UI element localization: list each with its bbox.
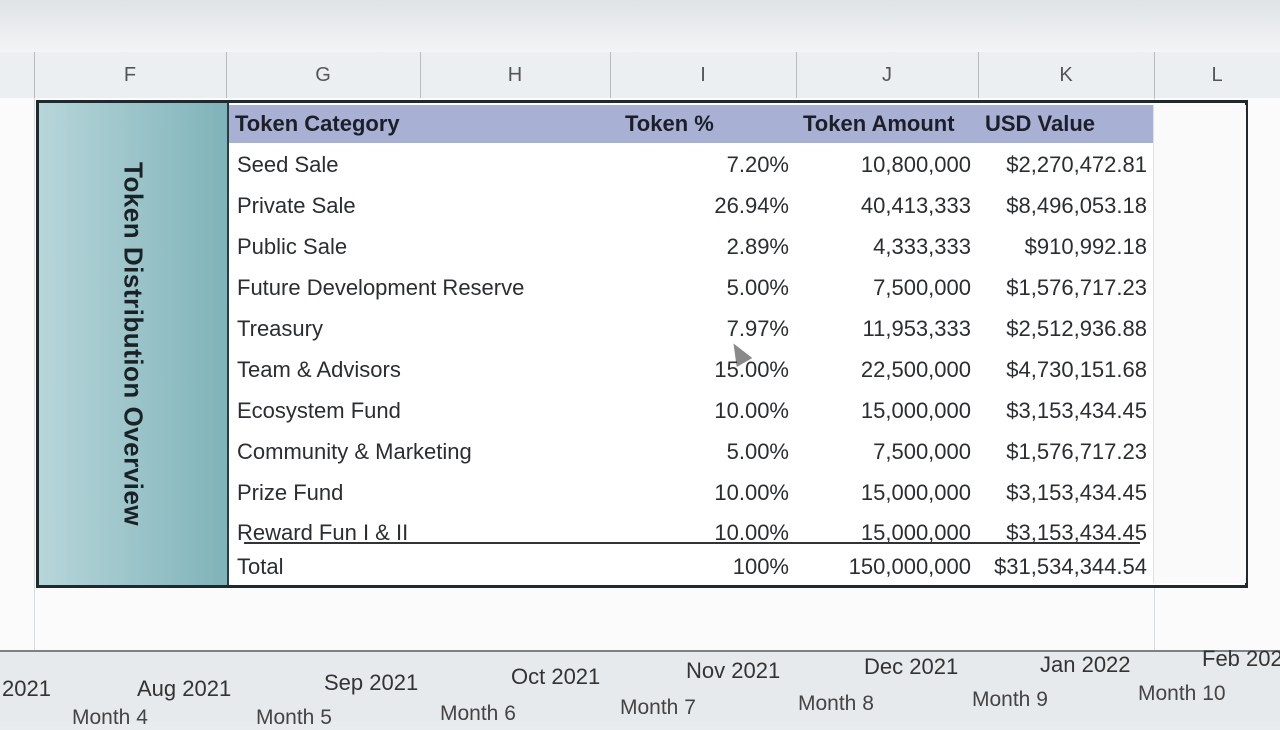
cell-usd[interactable]: $8,496,053.18 (1006, 192, 1147, 218)
table-row: Team & Advisors 15.00% 22,500,000 $4,730… (229, 350, 1153, 389)
token-distribution-frame (36, 100, 1248, 588)
column-header-l[interactable]: L (1211, 63, 1223, 86)
cell-usd[interactable]: $1,576,717.23 (1006, 274, 1147, 300)
cell-category[interactable]: Ecosystem Fund (237, 397, 401, 423)
gridline (34, 98, 35, 658)
table-row: Future Development Reserve 5.00% 7,500,0… (229, 268, 1153, 307)
timeline-month-number[interactable]: Month 9 (972, 688, 1048, 711)
cell-total-label[interactable]: Total (237, 553, 284, 579)
timeline-month[interactable]: Feb 2022 (1202, 646, 1280, 671)
cell-usd[interactable]: $1,576,717.23 (1006, 438, 1147, 464)
cell-amount[interactable]: 15,000,000 (860, 397, 971, 423)
table-row: Public Sale 2.89% 4,333,333 $910,992.18 (229, 227, 1153, 266)
timeline-month-number[interactable]: Month 6 (440, 702, 516, 725)
timeline-month-number[interactable]: Month 4 (72, 706, 148, 729)
timeline-month[interactable]: Oct 2021 (511, 664, 601, 689)
cell-usd[interactable]: $4,730,151.68 (1006, 356, 1147, 382)
cell-amount[interactable]: 22,500,000 (860, 356, 971, 382)
cell-amount[interactable]: 15,000,000 (860, 479, 971, 505)
column-header-h[interactable]: H (420, 52, 611, 98)
cell-percent[interactable]: 5.00% (726, 438, 789, 464)
timeline-month[interactable]: Sep 2021 (324, 670, 419, 695)
cell-percent[interactable]: 15.00% (714, 356, 789, 382)
timeline-month-number[interactable]: Month 7 (620, 696, 696, 719)
column-header-g[interactable]: G (226, 52, 421, 98)
timeline-header-band: 2021 Aug 2021 Sep 2021 Oct 2021 Nov 2021… (0, 646, 1280, 729)
cell-usd[interactable]: $3,153,434.45 (1006, 519, 1147, 545)
timeline-month-number[interactable]: Month 10 (1138, 682, 1226, 705)
timeline-month[interactable]: Aug 2021 (137, 676, 232, 701)
table-row: Seed Sale 7.20% 10,800,000 $2,270,472.81 (229, 145, 1153, 184)
cell-category[interactable]: Future Development Reserve (237, 274, 525, 300)
cell-percent[interactable]: 2.89% (726, 233, 789, 259)
cell-usd[interactable]: $3,153,434.45 (1006, 479, 1147, 505)
column-header-i[interactable]: I (610, 52, 797, 98)
cell-amount[interactable]: 11,953,333 (862, 315, 971, 341)
merged-title-cell[interactable]: Token Distribution Overview (39, 103, 229, 585)
column-header-blank[interactable] (0, 52, 35, 98)
column-header-j[interactable]: J (796, 52, 979, 98)
table-row: Private Sale 26.94% 40,413,333 $8,496,05… (229, 186, 1153, 225)
cell-category[interactable]: Public Sale (237, 233, 348, 259)
column-header-row: F G H I J K L (0, 52, 1280, 99)
empty-cells-column-l[interactable] (1153, 105, 1246, 583)
timeline-month[interactable]: Jan 2022 (1040, 652, 1131, 677)
sheet-section-title: Token Distribution Overview (118, 161, 149, 527)
cell-amount[interactable]: 7,500,000 (873, 438, 971, 464)
column-header-k[interactable]: K (978, 52, 1155, 98)
header-token-percent[interactable]: Token % (625, 111, 714, 136)
header-usd-value[interactable]: USD Value (985, 111, 1096, 136)
cell-amount[interactable]: 40,413,333 (860, 192, 971, 218)
cell-total-amount[interactable]: 150,000,000 (848, 553, 971, 579)
cell-category[interactable]: Seed Sale (237, 151, 339, 177)
cell-percent[interactable]: 7.97% (726, 315, 789, 341)
table-row: Community & Marketing 5.00% 7,500,000 $1… (229, 432, 1153, 471)
cell-usd[interactable]: $2,270,472.81 (1006, 151, 1147, 177)
timeline-month[interactable]: Nov 2021 (686, 658, 781, 683)
cell-category[interactable]: Private Sale (237, 192, 356, 218)
cell-percent[interactable]: 10.00% (714, 479, 789, 505)
header-token-category[interactable]: Token Category (235, 111, 400, 136)
cell-amount[interactable]: 7,500,000 (873, 274, 971, 300)
cell-category[interactable]: Reward Fun I & II (237, 519, 409, 545)
cell-usd[interactable]: $910,992.18 (1024, 233, 1147, 259)
table-row: Reward Fun I & II 10.00% 15,000,000 $3,1… (229, 513, 1153, 552)
toolbar-strip (0, 0, 1280, 53)
cell-amount[interactable]: 10,800,000 (860, 151, 971, 177)
cell-percent[interactable]: 10.00% (714, 397, 789, 423)
column-header-f[interactable]: F (34, 52, 227, 98)
cell-percent[interactable]: 10.00% (714, 519, 789, 545)
total-separator-line (244, 542, 1140, 544)
timeline-month-number[interactable]: Month 8 (798, 692, 874, 715)
table-header-row: Token Category Token % Token Amount USD … (229, 105, 1153, 143)
table-row: Prize Fund 10.00% 15,000,000 $3,153,434.… (229, 473, 1153, 512)
table-total-row: Total 100% 150,000,000 $31,534,344.54 (229, 547, 1153, 586)
table-row: Treasury 7.97% 11,953,333 $2,512,936.88 (229, 309, 1153, 348)
timeline-month-number[interactable]: Month 5 (256, 706, 332, 729)
cell-category[interactable]: Team & Advisors (237, 356, 401, 382)
timeline-month[interactable]: 2021 (2, 676, 51, 701)
cell-total-usd[interactable]: $31,534,344.54 (994, 553, 1147, 579)
table-row: Ecosystem Fund 10.00% 15,000,000 $3,153,… (229, 391, 1153, 430)
cell-total-percent[interactable]: 100% (732, 553, 789, 579)
cell-usd[interactable]: $3,153,434.45 (1006, 397, 1147, 423)
timeline-month[interactable]: Dec 2021 (864, 654, 959, 679)
cell-percent[interactable]: 5.00% (726, 274, 789, 300)
cell-percent[interactable]: 26.94% (714, 192, 789, 218)
header-token-amount[interactable]: Token Amount (803, 111, 955, 136)
cell-amount[interactable]: 4,333,333 (873, 233, 971, 259)
cell-category[interactable]: Treasury (237, 315, 323, 341)
cell-usd[interactable]: $2,512,936.88 (1006, 315, 1147, 341)
cell-category[interactable]: Prize Fund (237, 479, 344, 505)
cell-amount[interactable]: 15,000,000 (860, 519, 971, 545)
cell-category[interactable]: Community & Marketing (237, 438, 472, 464)
cell-percent[interactable]: 7.20% (726, 151, 789, 177)
